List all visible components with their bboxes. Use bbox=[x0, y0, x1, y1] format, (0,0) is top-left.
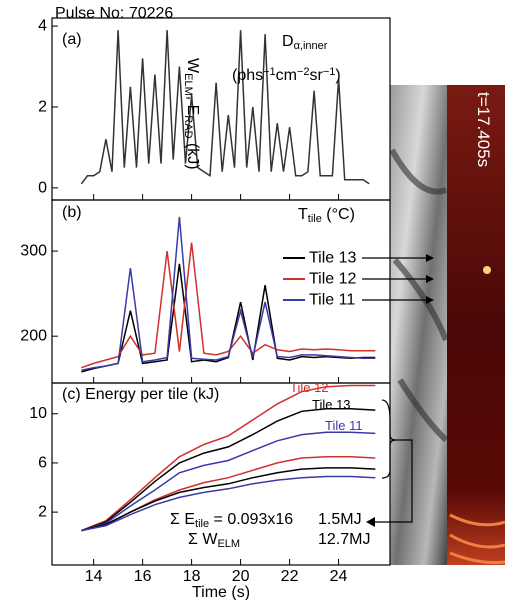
x-tick-label: 14 bbox=[85, 568, 103, 585]
plot-area bbox=[81, 384, 376, 532]
annotation-part: α,inner bbox=[294, 40, 328, 52]
series-line bbox=[81, 263, 376, 373]
legend-arrowhead bbox=[426, 275, 434, 283]
annotation-part: = 0.093x16 bbox=[209, 511, 293, 528]
annotation-part: Σ E bbox=[170, 511, 195, 528]
y-tick-label: 10 bbox=[29, 405, 47, 422]
x-tick-label: 20 bbox=[232, 568, 250, 585]
annotation-part: tile bbox=[195, 518, 209, 530]
annotation-part: (b) bbox=[62, 204, 82, 221]
annotation-part: −1 bbox=[323, 66, 336, 78]
annotation-part: W bbox=[184, 58, 201, 74]
annotation: (phs−1cm−2sr−1) bbox=[232, 66, 341, 84]
annotation: Dα,inner bbox=[282, 33, 328, 52]
x-axis-title: Time (s) bbox=[192, 584, 250, 600]
sum-arrowhead bbox=[366, 517, 375, 527]
annotation-part: tile bbox=[308, 213, 322, 225]
legend-arrowhead bbox=[426, 254, 434, 262]
panel-frame bbox=[51, 17, 391, 201]
hot-spot bbox=[483, 266, 491, 274]
annotation-part: (phs bbox=[232, 67, 263, 84]
y-tick-label: 4 bbox=[38, 18, 47, 35]
annotation-part: (a) bbox=[62, 31, 82, 48]
y-tick-label: 300 bbox=[20, 243, 47, 260]
annotation-part: D bbox=[282, 33, 294, 50]
legend-label: Tile 12 bbox=[309, 271, 357, 288]
y-tick-label: 6 bbox=[38, 454, 47, 471]
series-line bbox=[81, 242, 376, 369]
annotation: Ttile (°C) bbox=[298, 206, 355, 225]
annotation-part: ELM bbox=[217, 538, 240, 550]
annotation-part: , E bbox=[184, 96, 201, 116]
series-line bbox=[81, 431, 376, 532]
x-tick-label: 24 bbox=[330, 568, 348, 585]
annotation-part: ELM bbox=[182, 73, 194, 96]
series-line bbox=[81, 408, 376, 532]
x-tick-label: 18 bbox=[183, 568, 201, 585]
series-line bbox=[81, 467, 376, 532]
series-line bbox=[81, 475, 376, 532]
annotation-part: (°C) bbox=[322, 206, 355, 223]
plot-area bbox=[80, 30, 370, 185]
y-tick-label: 2 bbox=[38, 98, 47, 115]
panel-frame bbox=[51, 382, 391, 566]
x-tick-label: 16 bbox=[134, 568, 152, 585]
series-label: Tile 11 bbox=[325, 418, 363, 433]
sum-arrow bbox=[375, 439, 413, 523]
annotation-part: (kJ) bbox=[184, 139, 201, 170]
annotation-part: cm bbox=[276, 67, 297, 84]
annotation: (b) bbox=[62, 204, 82, 221]
annotation-part: 12.7MJ bbox=[318, 531, 370, 548]
y-tick-label: 0 bbox=[38, 179, 47, 196]
annotation: (c) Energy per tile (kJ) bbox=[62, 386, 219, 403]
series-label: Tile 13 bbox=[312, 397, 351, 412]
y-tick-label: 2 bbox=[38, 504, 47, 521]
annotation-part: RAD bbox=[182, 115, 194, 138]
x-tick-label: 22 bbox=[281, 568, 299, 585]
legend-label: Tile 13 bbox=[309, 250, 357, 267]
plot-area bbox=[81, 216, 376, 373]
annotation-part: sr bbox=[310, 67, 324, 84]
infrared-camera-image bbox=[447, 85, 505, 565]
series-line bbox=[80, 30, 370, 185]
annotation: Σ WELM bbox=[188, 531, 240, 550]
annotation-part: 1.5MJ bbox=[318, 511, 362, 528]
annotation-part: T bbox=[298, 206, 308, 223]
camera-images: t=17.405s bbox=[389, 85, 505, 565]
annotation-part: −1 bbox=[263, 66, 276, 78]
annotation-part: −2 bbox=[297, 66, 310, 78]
series-line bbox=[81, 216, 376, 371]
annotation: 12.7MJ bbox=[318, 531, 370, 548]
annotation: (a) bbox=[62, 31, 82, 48]
annotation: WELM, ERAD (kJ) bbox=[182, 58, 201, 170]
pulse-title: Pulse No: 70226 bbox=[55, 5, 173, 22]
annotation-part: (c) Energy per tile (kJ) bbox=[62, 386, 219, 403]
annotation: 1.5MJ bbox=[318, 511, 362, 528]
series-label: Tile 12 bbox=[290, 380, 329, 395]
annotation-part: ) bbox=[335, 67, 340, 84]
series-line bbox=[81, 384, 376, 532]
legend-arrowhead bbox=[426, 296, 434, 304]
legend-label: Tile 11 bbox=[309, 292, 355, 309]
image-time-label: t=17.405s bbox=[474, 92, 493, 167]
y-tick-label: 200 bbox=[20, 328, 47, 345]
annotation-part: Σ W bbox=[188, 531, 218, 548]
annotation: Σ Etile = 0.093x16 bbox=[170, 511, 293, 530]
